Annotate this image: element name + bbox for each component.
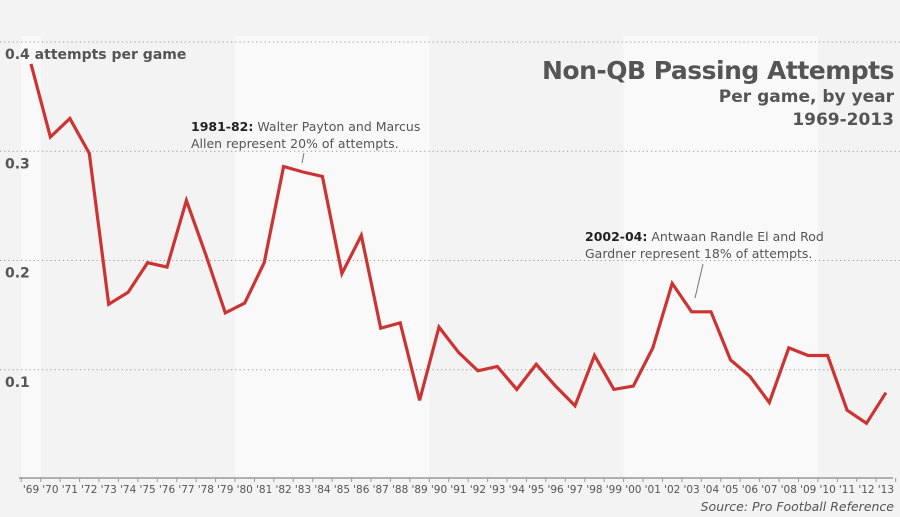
x-tick-label: '12 — [858, 484, 874, 496]
y-tick-label: 0.1 — [5, 375, 30, 391]
x-tick-label: '13 — [878, 484, 894, 496]
x-tick-label: '77 — [178, 484, 194, 496]
x-tick-label: '10 — [820, 484, 836, 496]
x-tick-label: '74 — [120, 484, 137, 496]
x-tick-label: '78 — [198, 484, 214, 496]
x-tick-label: '07 — [761, 484, 777, 496]
x-axis: '69'70'71'72'73'74'75'76'77'78'79'80'81 '… — [19, 477, 897, 496]
x-tick-label: '84 — [314, 484, 331, 496]
x-tick-label: '90 — [431, 484, 447, 496]
x-tick-label: '70 — [42, 484, 58, 496]
y-axis-labels: 0.4 attempts per game 0.3 0.2 0.1 — [5, 47, 186, 391]
chart-subtitle: Per game, by year — [718, 87, 894, 107]
annotation-2002-04-text: Antwaan Randle El and Rod Gardner repres… — [585, 229, 824, 261]
x-tick-label: '04 — [703, 484, 720, 496]
annotation-2002-04-label: 2002-04: — [585, 229, 648, 244]
x-tick-label: '00 — [625, 484, 641, 496]
x-tick-label: '71 — [62, 484, 78, 496]
x-tick-label: '81 — [256, 484, 272, 496]
annotation-leader-line — [301, 152, 305, 164]
chart-title: Non-QB Passing Attempts — [541, 56, 895, 85]
x-tick-label: '85 — [334, 484, 350, 496]
gridlines — [0, 41, 900, 371]
annotation-1981-82-text: Walter Payton and Marcus Allen represent… — [191, 119, 421, 151]
x-tick-label: '87 — [373, 484, 389, 496]
x-tick-label: '91 — [450, 484, 466, 496]
decade-band — [235, 36, 430, 479]
x-tick-label: '09 — [800, 484, 816, 496]
x-tick-label: '69 — [23, 484, 39, 496]
y-tick-label: 0.2 — [5, 266, 30, 282]
chart-date-range: 1969-2013 — [792, 110, 894, 130]
x-tick-label: '96 — [547, 484, 564, 496]
x-tick-label: '03 — [683, 484, 699, 496]
x-tick-label: '75 — [139, 484, 155, 496]
x-tick-label: '93 — [489, 484, 505, 496]
annotation-leaders — [301, 152, 704, 299]
decade-band — [623, 36, 818, 479]
y-tick-label: 0.3 — [5, 156, 30, 172]
x-tick-label: '99 — [606, 484, 622, 496]
x-tick-label: '94 — [509, 484, 526, 496]
x-tick-label: '73 — [101, 484, 117, 496]
title-block: Non-QB Passing Attempts Per game, by yea… — [541, 56, 895, 132]
x-tick-label: '98 — [586, 484, 602, 496]
x-tick-label: '97 — [567, 484, 583, 496]
x-tick-label: '08 — [781, 484, 797, 496]
x-tick-label: '92 — [470, 484, 486, 496]
source-note: Source: Pro Football Reference — [700, 499, 894, 514]
series-line-path — [29, 63, 888, 426]
annotation-1981-82-label: 1981-82: — [191, 119, 254, 134]
x-tick-label: '95 — [528, 484, 544, 496]
x-tick-label: '76 — [159, 484, 176, 496]
x-tick-label: '88 — [392, 484, 408, 496]
y-tick-label: 0.4 attempts per game — [5, 47, 186, 63]
annotation-1981-82: 1981-82: Walter Payton and Marcus Allen … — [191, 118, 441, 152]
x-tick-label: '79 — [217, 484, 233, 496]
decade-bands — [21, 36, 818, 479]
x-tick-label: '86 — [353, 484, 370, 496]
x-tick-label: '80 — [237, 484, 253, 496]
x-tick-label: '82 — [275, 484, 291, 496]
x-tick-label: '83 — [295, 484, 311, 496]
x-tick-label: '06 — [742, 484, 759, 496]
series-line — [29, 63, 888, 426]
x-tick-label: '02 — [664, 484, 680, 496]
annotation-2002-04: 2002-04: Antwaan Randle El and Rod Gardn… — [585, 228, 845, 262]
annotation-leader-line — [694, 263, 704, 299]
x-tick-label: '89 — [411, 484, 427, 496]
x-tick-label: '11 — [839, 484, 855, 496]
x-tick-label: '05 — [722, 484, 738, 496]
x-tick-label: '72 — [81, 484, 97, 496]
decade-band — [21, 36, 41, 479]
x-tick-label: '01 — [645, 484, 661, 496]
